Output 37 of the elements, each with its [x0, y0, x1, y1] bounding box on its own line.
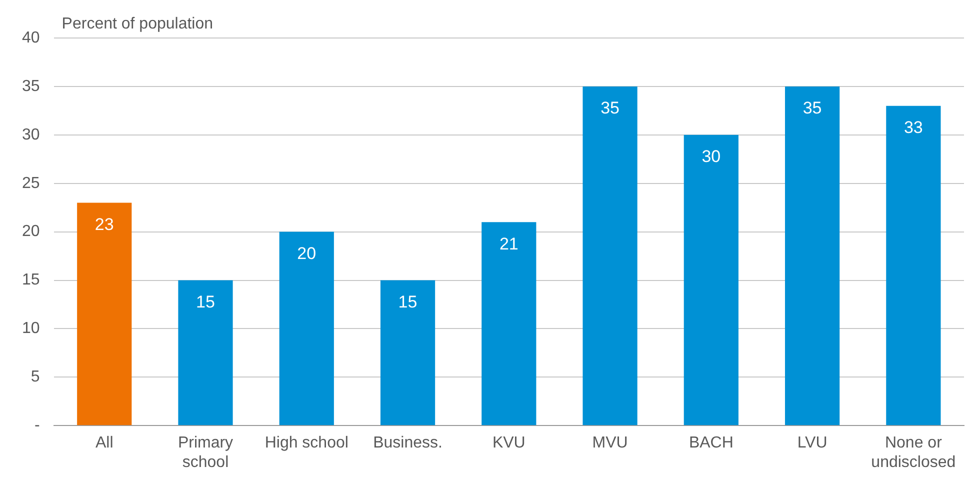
data-label: 21 [499, 234, 518, 254]
y-tick-label: 30 [22, 126, 40, 144]
bar [77, 202, 132, 426]
data-label: 23 [94, 214, 114, 234]
bar [582, 86, 638, 426]
y-axis-title: Percent of population [62, 15, 214, 32]
bar [886, 106, 941, 426]
x-tick-label: MVU [592, 434, 628, 452]
bar [684, 134, 738, 426]
x-tick-label: All [95, 434, 114, 452]
data-label: 15 [398, 292, 418, 312]
x-tick-label: LVU [797, 434, 828, 452]
bar [279, 232, 334, 426]
x-tick-label: None or undisclosed [871, 434, 956, 471]
data-label: 35 [802, 98, 822, 118]
bar [482, 222, 536, 426]
y-tick-label: 20 [22, 223, 40, 240]
data-label: 33 [904, 118, 923, 138]
bar [784, 86, 840, 426]
x-tick-label: Business. [373, 434, 442, 452]
data-label: 15 [196, 292, 215, 312]
bar [380, 280, 436, 426]
y-tick-label: 10 [22, 320, 40, 338]
x-tick-label: High school [264, 434, 348, 452]
x-tick-label: Primary school [178, 434, 234, 471]
y-tick-label: 15 [22, 272, 40, 289]
y-tick-label: 35 [22, 78, 40, 95]
y-tick-label: 5 [30, 368, 40, 386]
y-tick-label: 25 [22, 174, 40, 192]
x-tick-label: BACH [688, 434, 734, 452]
bar [178, 280, 233, 426]
y-tick-label: 40 [22, 29, 40, 46]
x-tick-label: KVU [492, 434, 526, 452]
y-tick-label: - [34, 417, 40, 434]
data-label: 35 [600, 98, 620, 118]
data-label: 20 [297, 244, 316, 263]
data-label: 30 [702, 147, 721, 166]
